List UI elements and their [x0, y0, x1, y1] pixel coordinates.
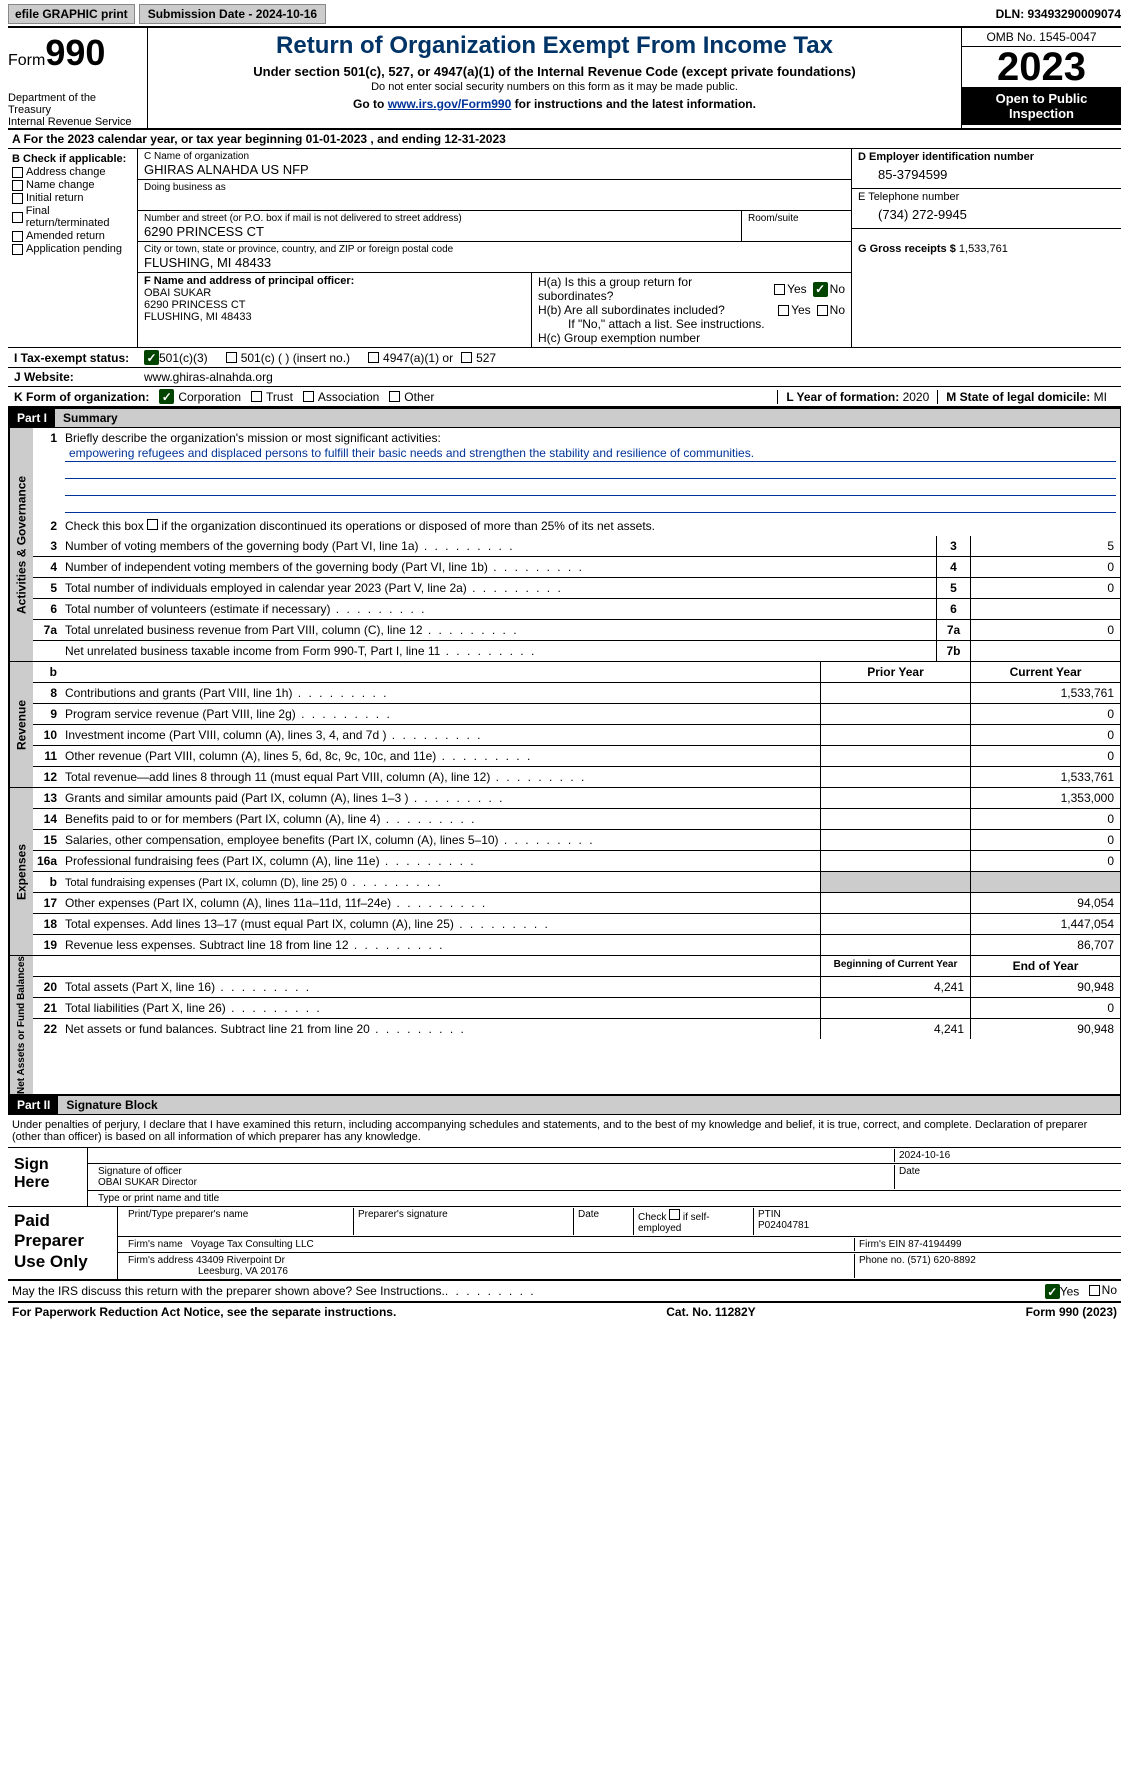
box-g: G Gross receipts $ 1,533,761	[852, 229, 1121, 257]
mission-text: empowering refugees and displaced person…	[65, 445, 1116, 462]
goto-line: Go to www.irs.gov/Form990 for instructio…	[156, 97, 953, 111]
firm-name: Voyage Tax Consulting LLC	[191, 1239, 314, 1250]
form-subtitle: Under section 501(c), 527, or 4947(a)(1)…	[156, 64, 953, 79]
footer: For Paperwork Reduction Act Notice, see …	[8, 1301, 1121, 1321]
527-checkbox[interactable]	[461, 352, 472, 363]
tax-year: 2023	[962, 47, 1121, 87]
discuss-no-checkbox[interactable]	[1089, 1285, 1100, 1296]
open-to-public: Open to Public Inspection	[962, 87, 1121, 125]
line2-checkbox[interactable]	[147, 519, 158, 530]
summary-revenue: Revenue b Prior Year Current Year 8Contr…	[8, 662, 1121, 788]
efile-print-button[interactable]: efile GRAPHIC print	[8, 4, 135, 24]
klm-row: K Form of organization: ✓ Corporation Tr…	[8, 387, 1121, 408]
box-b-label: B Check if applicable:	[12, 153, 133, 165]
cat-no: Cat. No. 11282Y	[666, 1305, 755, 1319]
website-row: J Website: www.ghiras-alnahda.org	[8, 368, 1121, 387]
501c3-checkbox[interactable]: ✓	[144, 350, 159, 365]
hb-yes-checkbox[interactable]	[778, 305, 789, 316]
ha-yes-checkbox[interactable]	[774, 284, 785, 295]
boxb-checkbox[interactable]	[12, 212, 23, 223]
ssn-note: Do not enter social security numbers on …	[156, 81, 953, 93]
boxb-checkbox[interactable]	[12, 180, 23, 191]
top-bar: efile GRAPHIC print Submission Date - 20…	[8, 4, 1121, 28]
box-f: F Name and address of principal officer:…	[138, 273, 531, 347]
summary-expenses: Expenses 13Grants and similar amounts pa…	[8, 788, 1121, 956]
period-line: A For the 2023 calendar year, or tax yea…	[8, 130, 1121, 149]
form-title: Return of Organization Exempt From Incom…	[156, 32, 953, 60]
vtab-expenses: Expenses	[9, 788, 33, 955]
part1-header: Part I Summary	[8, 408, 1121, 428]
irs-link[interactable]: www.irs.gov/Form990	[388, 97, 512, 111]
sign-date: 2024-10-16	[895, 1149, 1115, 1162]
vtab-revenue: Revenue	[9, 662, 33, 787]
section-a: B Check if applicable: Address changeNam…	[8, 149, 1121, 348]
corp-checkbox[interactable]: ✓	[159, 389, 174, 404]
dln: DLN: 93493290009074	[996, 7, 1121, 21]
boxb-checkbox[interactable]	[12, 167, 23, 178]
box-h: H(a) Is this a group return for subordin…	[531, 273, 851, 347]
boxb-checkbox[interactable]	[12, 231, 23, 242]
form-label: Form	[8, 52, 45, 69]
sign-here-block: Sign Here 2024-10-16 Signature of office…	[8, 1148, 1121, 1207]
website-value: www.ghiras-alnahda.org	[144, 370, 273, 384]
firm-ein: 87-4194499	[908, 1239, 961, 1250]
penalty-text: Under penalties of perjury, I declare th…	[8, 1115, 1121, 1148]
tax-exempt-row: I Tax-exempt status: ✓ 501(c)(3) 501(c) …	[8, 348, 1121, 368]
assoc-checkbox[interactable]	[303, 391, 314, 402]
officer-name: OBAI SUKAR Director	[98, 1177, 890, 1188]
form-header: Form990 Department of the Treasury Inter…	[8, 28, 1121, 130]
current-year-hdr: Current Year	[970, 662, 1120, 682]
box-c-dba: Doing business as	[138, 180, 851, 211]
4947-checkbox[interactable]	[368, 352, 379, 363]
ha-no-checkbox[interactable]: ✓	[813, 282, 828, 297]
form-number: 990	[45, 32, 105, 73]
prior-year-hdr: Prior Year	[820, 662, 970, 682]
discuss-yes-checkbox[interactable]: ✓	[1045, 1284, 1060, 1299]
box-d: D Employer identification number 85-3794…	[852, 149, 1121, 189]
room-suite: Room/suite	[741, 211, 851, 242]
firm-phone: (571) 620-8892	[907, 1255, 975, 1266]
boxb-checkbox[interactable]	[12, 193, 23, 204]
box-c-city: City or town, state or province, country…	[138, 242, 851, 273]
box-c-name: C Name of organization GHIRAS ALNAHDA US…	[138, 149, 851, 180]
vtab-netassets: Net Assets or Fund Balances	[9, 956, 33, 1094]
self-employed-checkbox[interactable]	[669, 1209, 680, 1220]
trust-checkbox[interactable]	[251, 391, 262, 402]
part2-header: Part II Signature Block	[8, 1095, 1121, 1115]
box-e: E Telephone number (734) 272-9945	[852, 189, 1121, 229]
dept-treasury: Department of the Treasury Internal Reve…	[8, 92, 141, 128]
summary-governance: Activities & Governance 1 Briefly descri…	[8, 428, 1121, 662]
box-b: B Check if applicable: Address changeNam…	[8, 149, 138, 347]
ptin-value: P02404781	[758, 1220, 1111, 1231]
box-c-street: Number and street (or P.O. box if mail i…	[138, 211, 741, 242]
boxb-checkbox[interactable]	[12, 244, 23, 255]
submission-date: Submission Date - 2024-10-16	[139, 4, 326, 24]
summary-netassets: Net Assets or Fund Balances Beginning of…	[8, 956, 1121, 1095]
hb-no-checkbox[interactable]	[817, 305, 828, 316]
501c-checkbox[interactable]	[226, 352, 237, 363]
other-checkbox[interactable]	[389, 391, 400, 402]
discuss-row: May the IRS discuss this return with the…	[8, 1280, 1121, 1301]
paid-preparer-block: Paid Preparer Use Only Print/Type prepar…	[8, 1207, 1121, 1280]
vtab-governance: Activities & Governance	[9, 428, 33, 661]
